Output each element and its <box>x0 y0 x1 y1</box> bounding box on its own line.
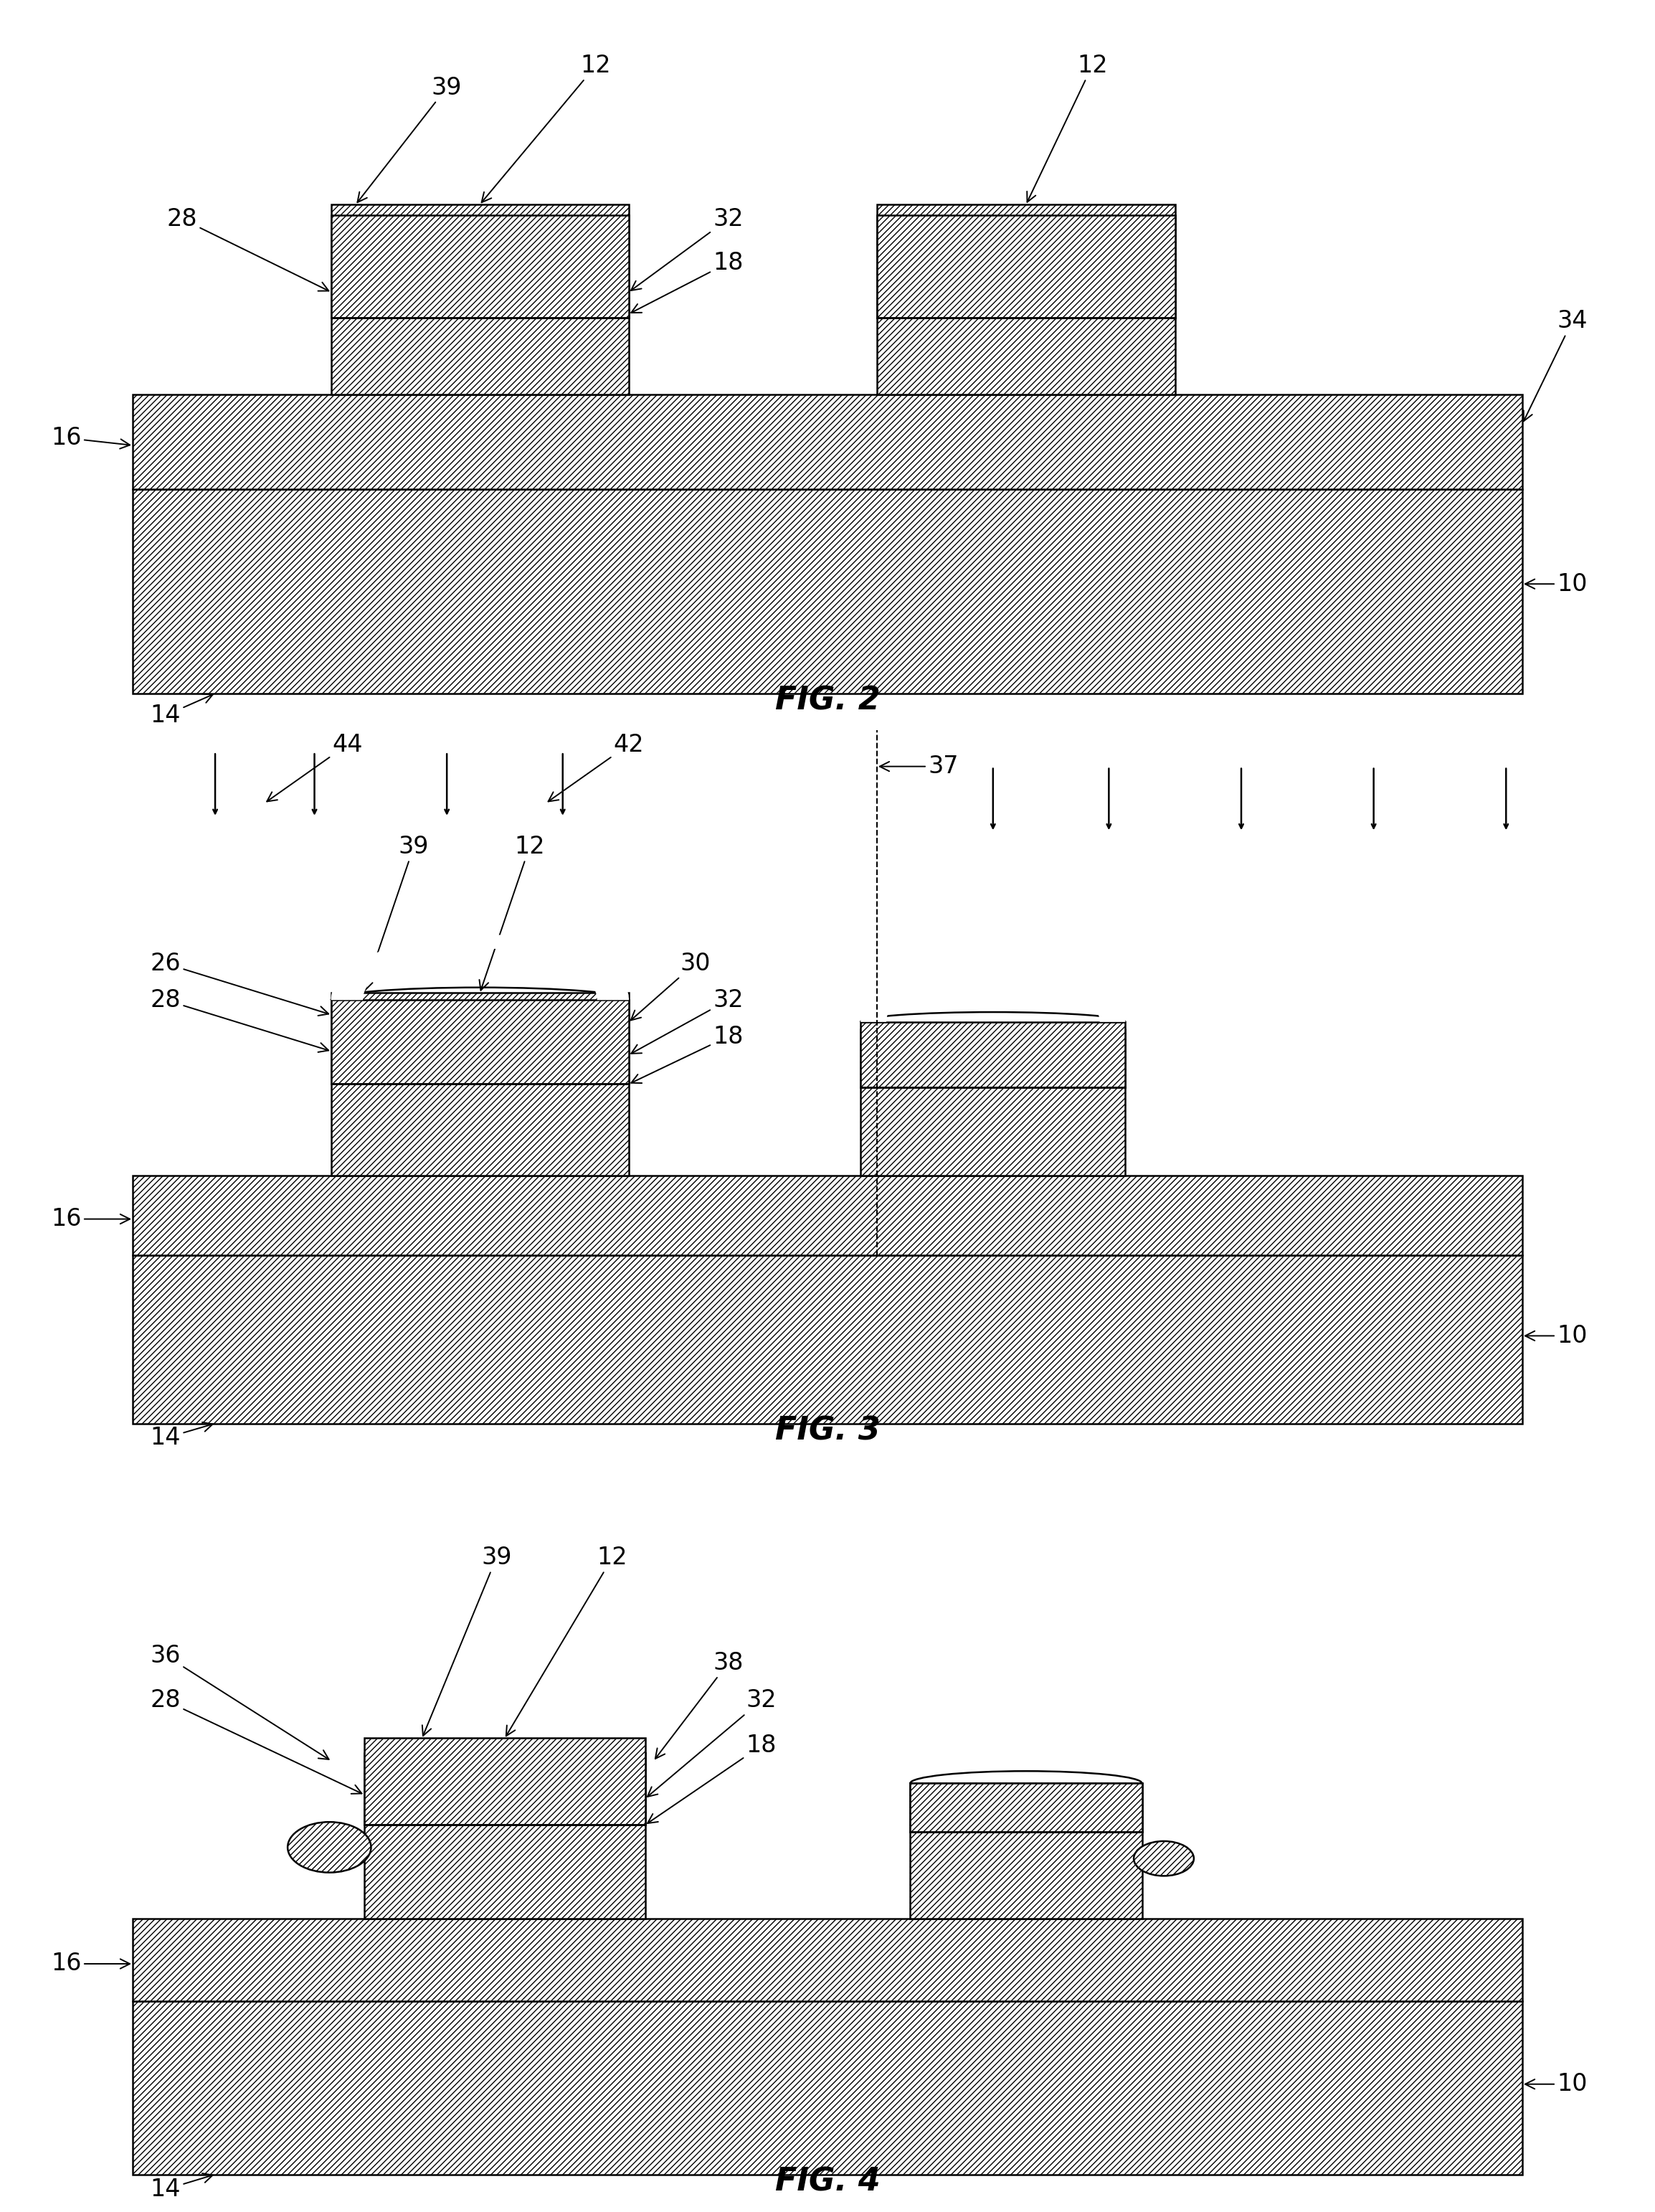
Bar <box>331 993 629 1175</box>
Text: 12: 12 <box>1028 53 1107 201</box>
Text: 36: 36 <box>151 1644 329 1759</box>
Bar <box>910 1783 1142 1832</box>
Bar <box>132 1175 1523 1256</box>
Text: 18: 18 <box>631 250 743 312</box>
Text: 14: 14 <box>151 2174 213 2201</box>
Text: 28: 28 <box>151 989 329 1053</box>
Bar <box>364 1754 645 1918</box>
Bar <box>910 1783 1142 1918</box>
Bar <box>132 1256 1523 1425</box>
Bar <box>331 1000 629 1084</box>
Text: 39: 39 <box>422 1546 511 1736</box>
Text: 44: 44 <box>266 732 362 801</box>
Text: 10: 10 <box>1526 1325 1587 1347</box>
Text: 28: 28 <box>151 1688 362 1794</box>
Text: 39: 39 <box>364 834 429 991</box>
Bar <box>132 394 1523 489</box>
Bar <box>877 204 1175 394</box>
Bar <box>877 215 1175 319</box>
Text: 32: 32 <box>647 1688 776 1796</box>
Text: 12: 12 <box>480 834 544 991</box>
Text: 10: 10 <box>1526 573 1587 595</box>
Text: 18: 18 <box>647 1734 776 1823</box>
Bar <box>861 1022 1125 1088</box>
Wedge shape <box>861 964 1125 1022</box>
Ellipse shape <box>1134 1840 1193 1876</box>
Text: 28: 28 <box>167 208 329 292</box>
Wedge shape <box>331 933 629 1000</box>
Text: 42: 42 <box>548 732 644 801</box>
Text: 26: 26 <box>151 951 329 1015</box>
Text: 38: 38 <box>655 1650 743 1759</box>
Bar <box>331 215 629 319</box>
Bar <box>364 1739 645 1825</box>
Bar <box>331 204 629 394</box>
Bar <box>132 2002 1523 2174</box>
Text: FIG. 2: FIG. 2 <box>775 686 880 717</box>
Text: 12: 12 <box>506 1546 627 1736</box>
Bar <box>132 1918 1523 2002</box>
Text: 14: 14 <box>151 695 213 728</box>
Text: 18: 18 <box>631 1024 743 1084</box>
Text: 16: 16 <box>51 1951 129 1975</box>
Text: 39: 39 <box>357 75 462 201</box>
Text: 16: 16 <box>51 1208 129 1230</box>
Text: 32: 32 <box>631 208 743 290</box>
Bar <box>132 489 1523 695</box>
Text: 37: 37 <box>880 754 958 779</box>
Ellipse shape <box>288 1823 371 1874</box>
Text: 10: 10 <box>1526 2073 1587 2097</box>
Text: 14: 14 <box>151 1422 213 1449</box>
Text: 30: 30 <box>631 951 710 1020</box>
Text: 16: 16 <box>51 427 129 449</box>
Text: 12: 12 <box>482 53 611 204</box>
Bar <box>861 1029 1125 1175</box>
Text: FIG. 3: FIG. 3 <box>775 1416 880 1447</box>
Text: 34: 34 <box>1524 310 1587 420</box>
Text: FIG. 4: FIG. 4 <box>775 2166 880 2197</box>
Text: 32: 32 <box>631 989 743 1053</box>
